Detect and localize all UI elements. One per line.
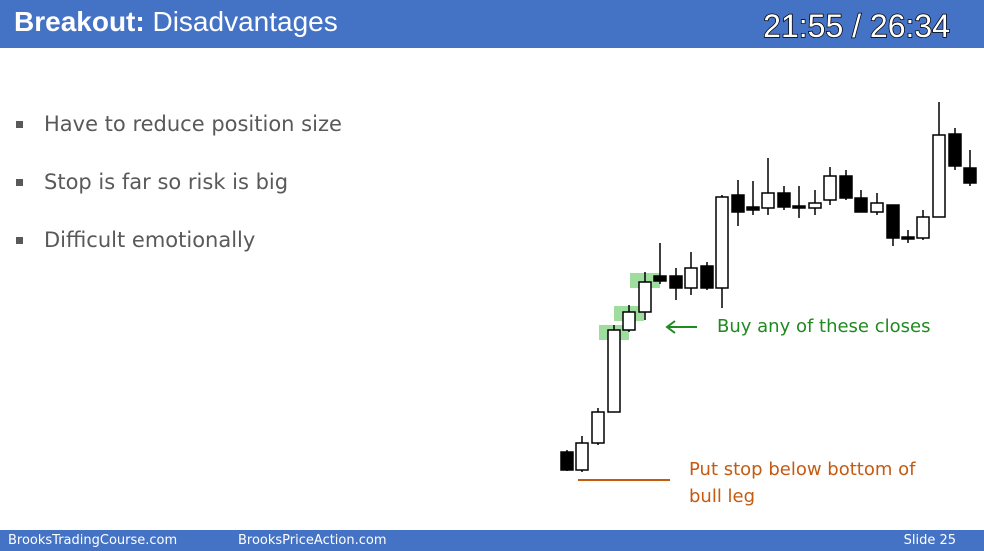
candle-body bbox=[870, 202, 884, 213]
bullet-text: Have to reduce position size bbox=[44, 112, 342, 136]
candle-body bbox=[607, 329, 621, 413]
candle-body bbox=[700, 265, 714, 289]
candle-body bbox=[792, 205, 806, 209]
candle-body bbox=[823, 175, 837, 201]
candle-body bbox=[669, 275, 683, 289]
candle-body bbox=[684, 267, 698, 289]
candle-illustration bbox=[560, 102, 977, 481]
candle-body bbox=[808, 202, 822, 209]
footer-right: Slide 25 bbox=[903, 533, 956, 548]
candle-body bbox=[886, 204, 900, 239]
footer-bar: BrooksTradingCourse.com BrooksPriceActio… bbox=[0, 530, 984, 551]
candle-body bbox=[731, 194, 745, 213]
candle-body bbox=[575, 442, 589, 471]
arrow-head bbox=[665, 320, 676, 334]
candle-body bbox=[916, 216, 930, 239]
buy-annotation: Buy any of these closes bbox=[717, 316, 931, 337]
candle-body bbox=[591, 411, 605, 444]
title-rest: Disadvantages bbox=[152, 6, 338, 37]
candle-body bbox=[932, 134, 946, 218]
candle-body bbox=[653, 275, 667, 282]
candle-body bbox=[560, 451, 574, 471]
candle-body bbox=[839, 175, 853, 199]
candle-body bbox=[854, 197, 868, 213]
candle-body bbox=[761, 192, 775, 209]
bullet-text: Difficult emotionally bbox=[44, 228, 256, 252]
candle-body bbox=[622, 311, 636, 331]
title-bold: Breakout: bbox=[14, 6, 145, 37]
candle-body bbox=[777, 192, 791, 208]
candle-body bbox=[948, 133, 962, 167]
bullet-marker bbox=[16, 121, 23, 128]
bullet-marker bbox=[16, 237, 23, 244]
candle-body bbox=[901, 236, 915, 240]
candle-body bbox=[638, 281, 652, 313]
footer-middle: BrooksPriceAction.com bbox=[238, 533, 387, 548]
candle-body bbox=[963, 167, 977, 184]
video-timer: 21:55 / 26:34 bbox=[762, 7, 950, 45]
bullet-text: Stop is far so risk is big bbox=[44, 170, 289, 194]
candle-body bbox=[746, 206, 760, 211]
candle-body bbox=[715, 196, 729, 289]
bullet-marker bbox=[16, 179, 23, 186]
slide-title: Breakout: Disadvantages bbox=[14, 6, 338, 38]
footer-left: BrooksTradingCourse.com bbox=[8, 533, 178, 548]
stop-annotation: Put stop below bottom of bull leg bbox=[689, 459, 916, 507]
header-bar: Breakout: Disadvantages 21:55 / 26:34 bbox=[0, 0, 984, 48]
